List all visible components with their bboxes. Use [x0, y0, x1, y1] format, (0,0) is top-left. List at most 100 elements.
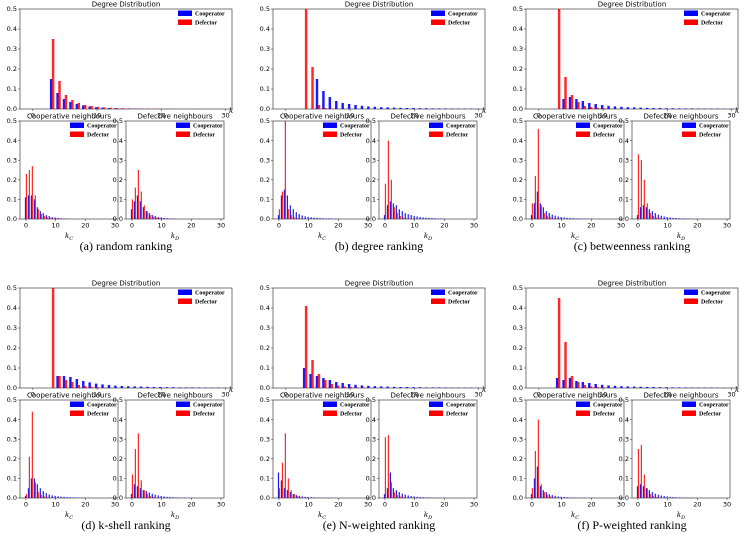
- y-tick-label: 0.5: [7, 396, 17, 404]
- y-tick-label: 0.3: [513, 324, 523, 332]
- defector-legend-swatch: [576, 131, 590, 137]
- defector-legend-swatch: [70, 410, 84, 416]
- cooperator-bar: [633, 386, 636, 388]
- cooperator-legend-swatch: [576, 401, 590, 407]
- axes-title: Defective neighbours: [644, 113, 719, 121]
- cooperator-bar: [347, 384, 351, 388]
- cooperator-legend-swatch: [682, 401, 696, 407]
- cooperator-bar: [651, 492, 653, 498]
- x-tick-label: 10: [304, 501, 312, 509]
- cooperator-legend-swatch: [176, 401, 190, 407]
- x-tick-label: 20: [81, 222, 89, 230]
- cooperator-bar: [178, 387, 181, 388]
- defector-legend-swatch: [429, 131, 443, 137]
- y-tick-label: 0.5: [7, 284, 17, 292]
- y-tick-label: 0.0: [366, 215, 376, 223]
- cooperator-bar: [407, 495, 409, 498]
- cooperator-bar: [642, 486, 644, 498]
- defector-bar: [49, 217, 51, 219]
- subfigure-caption: (d) k-shell ranking: [81, 518, 170, 532]
- cooperator-bar: [60, 218, 62, 219]
- cooperator-bar: [410, 215, 412, 219]
- legend: Cooperator Defector: [576, 401, 623, 418]
- x-tick-label: 20: [587, 222, 595, 230]
- subfigure-f: Degree Distribution 0.0 0.1 0.2 0.3 0.4 0.5 0 10…: [513, 280, 740, 533]
- x-tick-label: 20: [157, 112, 165, 120]
- defector-bar: [390, 482, 392, 498]
- x-tick-label: 0: [277, 222, 281, 230]
- axes-frame: [525, 287, 739, 389]
- cooperator-bar: [665, 387, 668, 388]
- x-tick-label: 30: [221, 391, 229, 399]
- y-tick-label: 0.1: [7, 196, 17, 204]
- x-tick-label: 0: [383, 501, 387, 509]
- cooperator-bar: [120, 108, 124, 109]
- cooperator-bar: [280, 480, 283, 498]
- defector-bar: [71, 382, 74, 388]
- cooperator-bar: [304, 216, 306, 219]
- defector-bar: [84, 386, 87, 388]
- cooperator-bar: [101, 107, 104, 109]
- cooperator-bar: [419, 217, 421, 219]
- x-tick-label: 30: [727, 112, 735, 120]
- y-tick-label: 0.0: [260, 105, 270, 113]
- cooperator-bar: [283, 189, 285, 219]
- cooperator-bar: [444, 387, 447, 388]
- legend: Cooperator Defector: [684, 289, 731, 306]
- defector-bar: [146, 211, 148, 219]
- cooperator-bar: [551, 214, 553, 219]
- cooperator-bar: [151, 215, 153, 219]
- axes-title: Degree Distribution: [92, 1, 161, 9]
- cooperator-bar: [562, 380, 565, 388]
- cooperator-bar: [437, 387, 441, 388]
- axes: Defective neighbours 0.0 0.1 0.2 0.3 0.4 0.5 0 1…: [113, 392, 226, 521]
- cooperator-bar: [651, 211, 653, 219]
- cooperator-bar: [654, 493, 656, 498]
- defector-bar: [646, 203, 648, 219]
- cooperator-bar: [51, 495, 53, 498]
- defector-bar: [46, 497, 48, 498]
- cooperator-bar: [594, 384, 597, 388]
- cooperator-bar: [63, 496, 65, 498]
- y-tick-label: 0.2: [513, 176, 523, 184]
- defector-bar: [643, 474, 645, 498]
- defector-bar: [71, 100, 74, 109]
- axes: Cooperative neighbours 0.0 0.1 0.2 0.3 0.4 0.5…: [7, 113, 120, 242]
- cooperator-bar: [555, 378, 559, 388]
- axes-title: Defective neighbours: [138, 392, 213, 400]
- axes: Cooperative neighbours 0.0 0.1 0.2 0.3 0.4 0.5…: [260, 392, 373, 521]
- x-tick-label: 30: [364, 501, 372, 509]
- defector-bar: [393, 207, 395, 219]
- y-tick-label: 0.4: [260, 137, 270, 145]
- defector-bar: [557, 9, 561, 109]
- cooperator-bar: [148, 492, 150, 498]
- y-tick-label: 0.0: [619, 215, 629, 223]
- cooperator-bar: [560, 496, 562, 498]
- cooperator-bar: [286, 490, 288, 498]
- cooperator-bar: [328, 380, 332, 388]
- defector-bar: [658, 218, 660, 219]
- defector-bar: [34, 195, 36, 219]
- cooperator-bar: [600, 105, 604, 109]
- y-tick-label: 0.4: [366, 137, 376, 145]
- x-tick-label: 20: [410, 391, 418, 399]
- defector-bar: [652, 216, 654, 219]
- defector-bar: [281, 462, 283, 498]
- y-tick-label: 0.3: [260, 156, 270, 164]
- defector-bar: [51, 39, 55, 109]
- defector-bar: [293, 494, 295, 498]
- x-tick-label: 30: [470, 501, 478, 509]
- x-axis-label: kD: [424, 232, 432, 242]
- defector-bar: [390, 179, 392, 219]
- cooperator-bar: [75, 104, 79, 109]
- defector-bar: [152, 216, 154, 219]
- cooperator-legend-swatch: [576, 122, 590, 128]
- defector-bar: [284, 121, 286, 219]
- defector-bar: [552, 218, 554, 219]
- axes: Degree Distribution 0.0 0.1 0.2 0.3 0.4 0.5 0 10…: [260, 280, 487, 399]
- y-tick-label: 0.3: [260, 324, 270, 332]
- cooperator-bar: [24, 496, 27, 498]
- cooperator-bar: [539, 203, 541, 219]
- defector-bar: [37, 492, 39, 498]
- defector-bar: [40, 495, 42, 498]
